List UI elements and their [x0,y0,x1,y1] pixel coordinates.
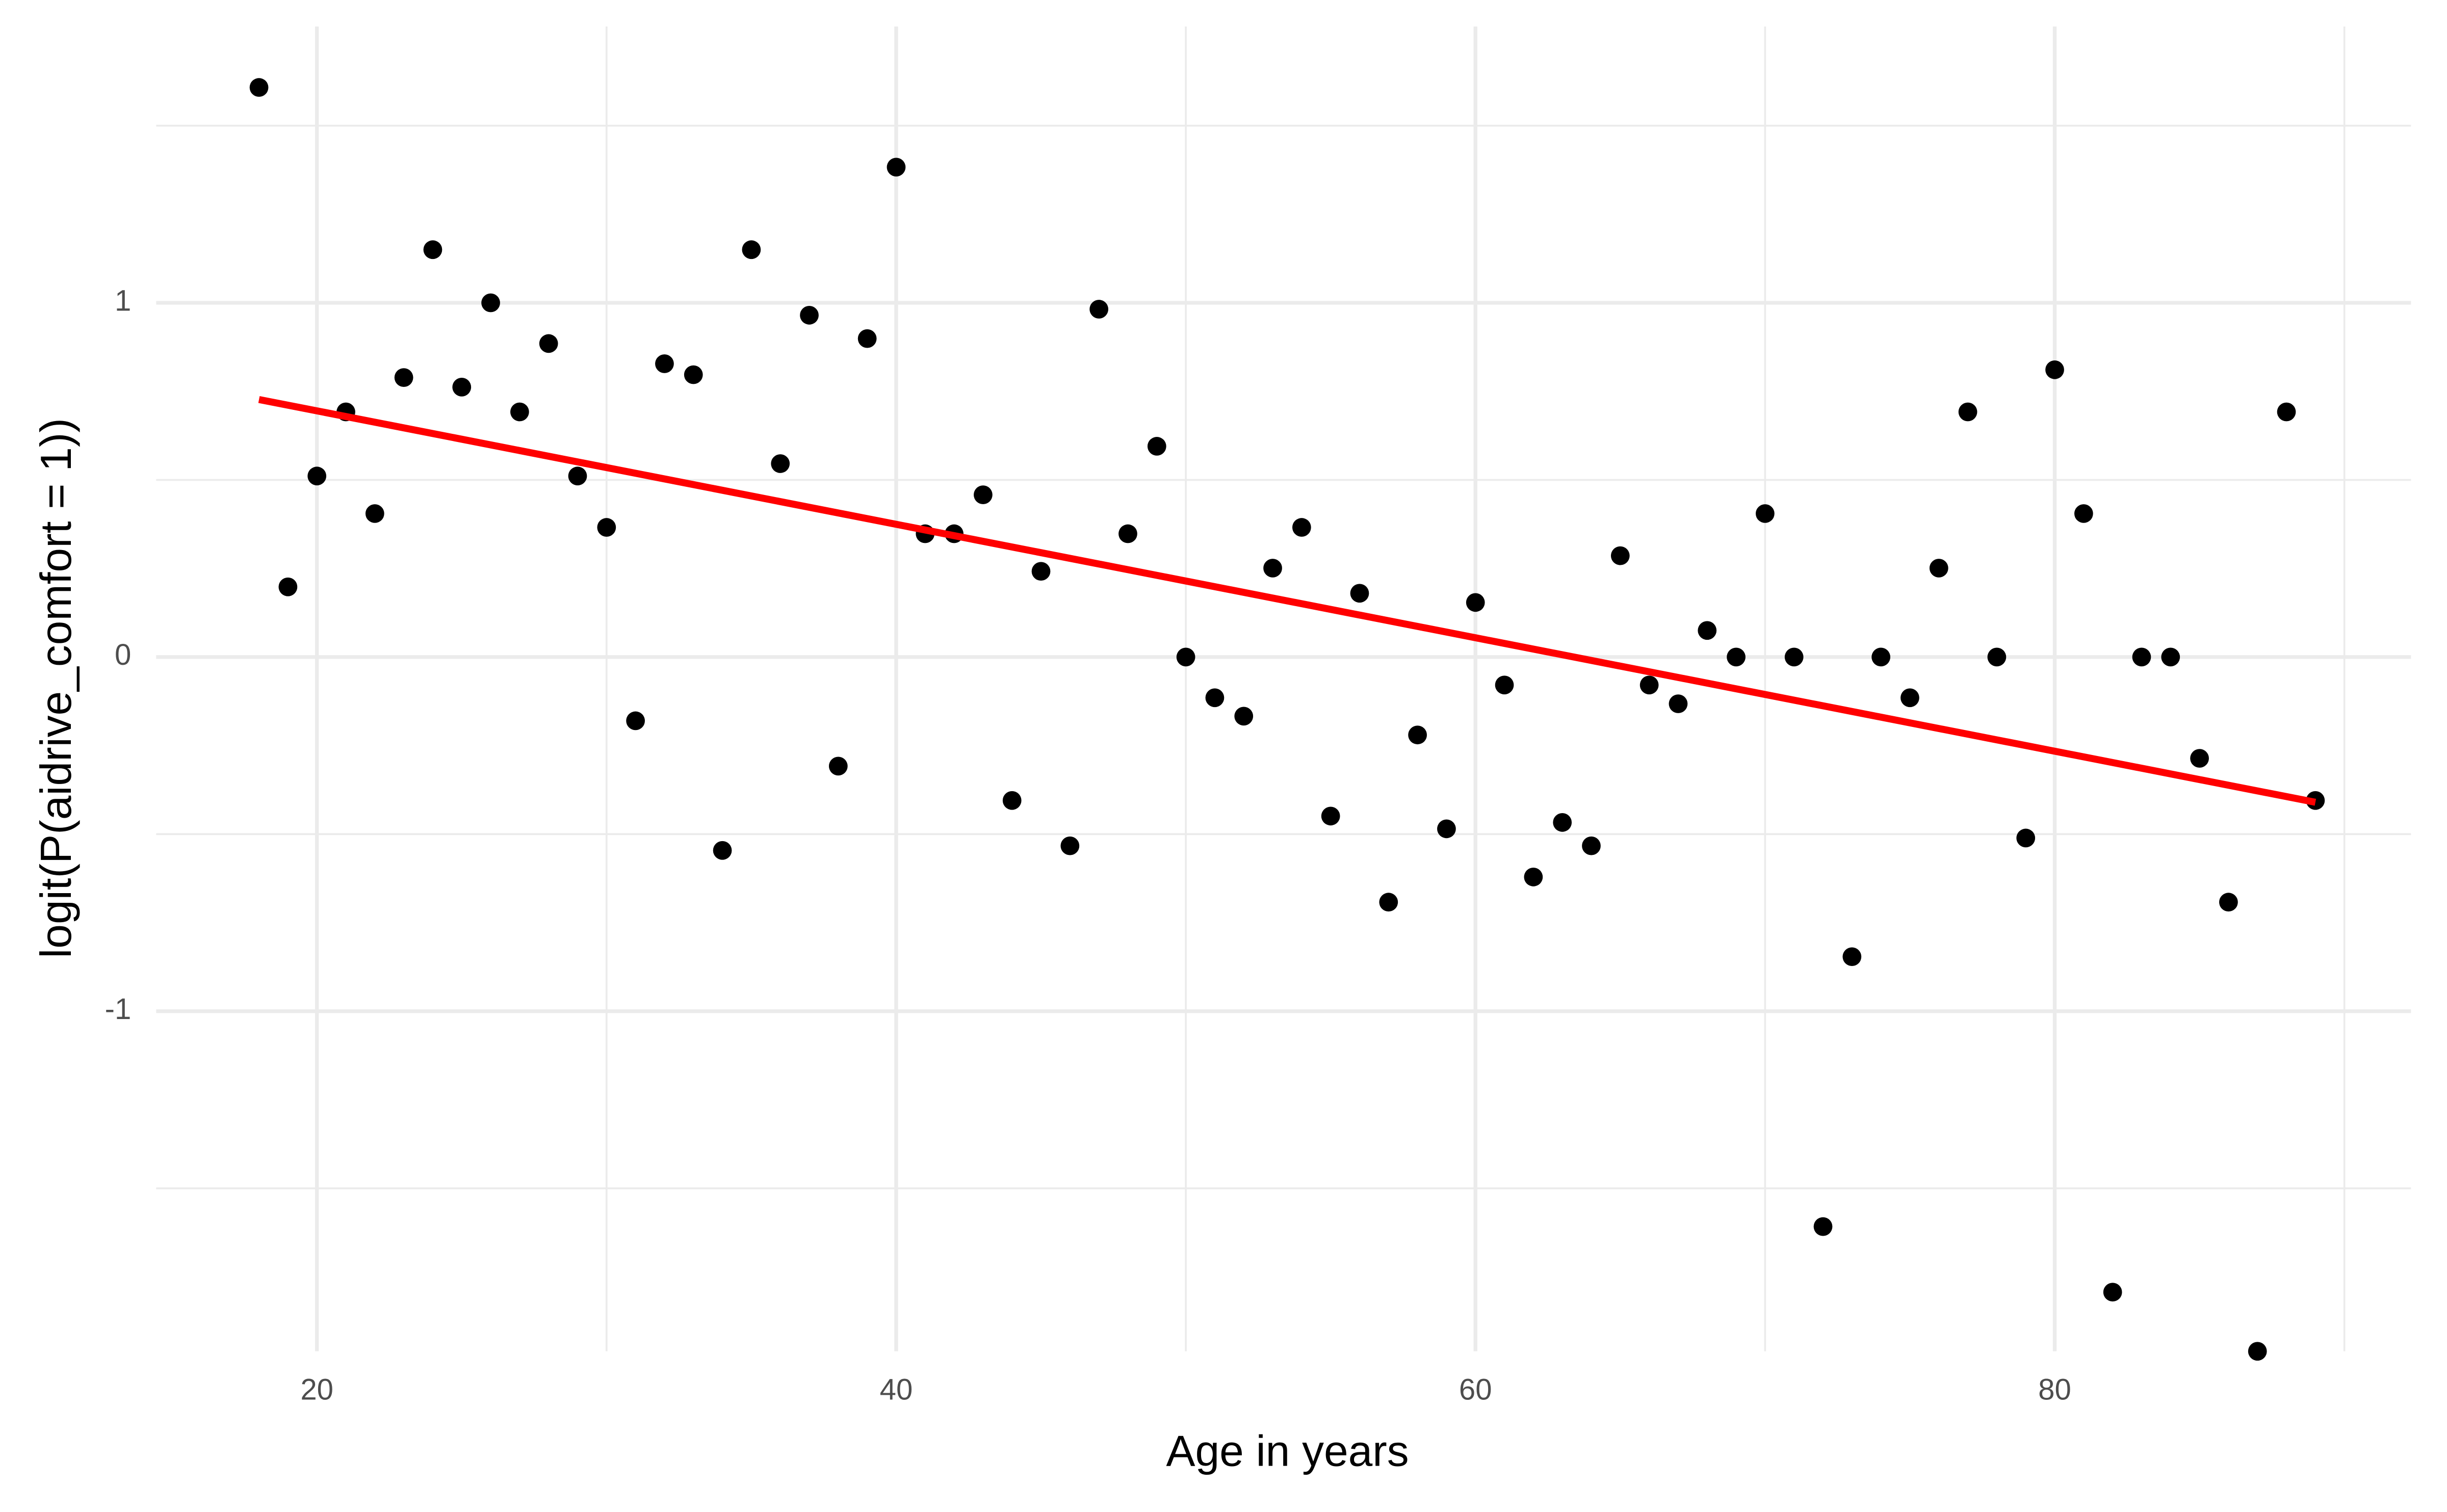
point [1784,647,1804,667]
point [1901,688,1919,708]
point [1263,559,1282,578]
point [1118,524,1137,543]
point [1698,621,1717,640]
point [2190,749,2209,768]
point [1987,647,2007,667]
point [1147,437,1166,456]
point [2219,893,2238,912]
point [1553,813,1572,832]
point [1524,867,1543,887]
point [423,240,442,259]
point [857,329,877,348]
point [2103,1283,2122,1302]
point [800,305,819,325]
point [1756,504,1775,523]
point [1321,806,1340,826]
point [887,158,906,177]
point [626,711,645,731]
point [394,368,413,387]
point [1002,791,1022,810]
point [1437,819,1456,839]
point [742,240,761,259]
point [307,466,327,486]
x-tick-label: 80 [2038,1373,2071,1406]
point [2016,828,2036,848]
x-tick-label: 60 [1459,1373,1492,1406]
point [1495,675,1514,695]
point [2045,360,2064,379]
point [1292,518,1311,537]
point [1176,647,1195,667]
point [539,334,558,353]
point [684,365,703,384]
x-tick-label: 20 [300,1373,333,1406]
point [2132,647,2151,667]
point [1205,688,1225,708]
point [974,485,993,504]
point [597,518,616,537]
point [1060,836,1080,855]
point [452,378,472,397]
point [1813,1217,1833,1236]
point [1727,647,1746,667]
point [568,466,587,486]
y-tick-label: 0 [115,638,131,671]
point [481,293,500,312]
point [2248,1342,2267,1361]
point [1379,893,1398,912]
point [1929,559,1948,578]
point [828,757,848,776]
point [771,454,790,473]
x-axis-title: Age in years [1166,1426,1409,1475]
point [249,78,269,97]
point [1234,707,1254,726]
point [1842,947,1862,967]
point [1958,402,1977,422]
point [1466,593,1485,612]
point [2277,402,2296,422]
point [1582,836,1601,855]
point [655,354,674,373]
point [1089,300,1109,319]
x-tick-label: 40 [880,1373,913,1406]
point [1669,694,1688,713]
point [1350,584,1369,603]
point [1610,546,1630,565]
y-tick-label: 1 [115,284,131,317]
point [278,577,298,596]
point [713,841,732,860]
point [1031,562,1051,581]
point [510,402,529,422]
point [2161,647,2180,667]
point [1871,647,1891,667]
point [2074,504,2093,523]
y-axis-title: logit(P(aidrive_comfort = 1)) [32,418,81,958]
fit-line [258,396,2316,806]
y-tick-label: -1 [105,993,132,1026]
point [1408,725,1427,745]
point [365,504,384,523]
point [1639,675,1659,695]
